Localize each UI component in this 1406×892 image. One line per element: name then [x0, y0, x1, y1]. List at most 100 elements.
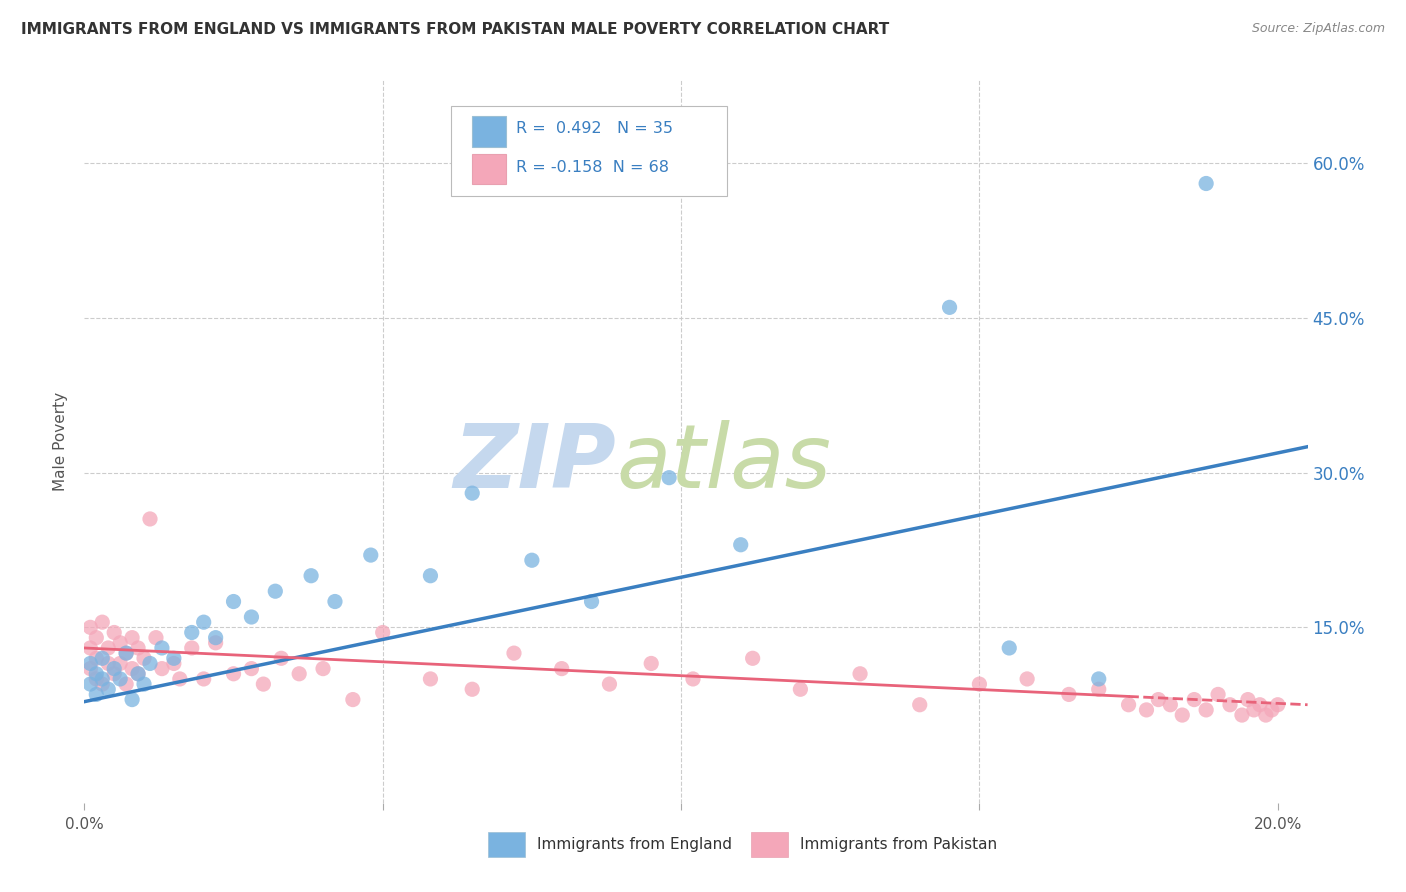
- Point: [91, 651, 114, 665]
- Point: [127, 640, 149, 655]
- Point: [730, 538, 752, 552]
- Bar: [472, 116, 506, 146]
- Point: [84, 672, 107, 686]
- Point: [115, 646, 138, 660]
- Point: [91, 615, 114, 630]
- Point: [91, 677, 114, 691]
- Point: [97, 657, 120, 671]
- Point: [108, 672, 131, 686]
- Point: [97, 640, 120, 655]
- Point: [240, 610, 263, 624]
- Bar: [472, 153, 506, 184]
- Point: [108, 636, 131, 650]
- Point: [1087, 672, 1109, 686]
- Point: [91, 672, 114, 686]
- Point: [461, 682, 484, 697]
- Point: [419, 672, 441, 686]
- Point: [222, 594, 245, 608]
- Point: [84, 631, 107, 645]
- Point: [163, 657, 186, 671]
- Point: [1230, 708, 1253, 723]
- Point: [288, 666, 311, 681]
- Point: [79, 662, 101, 676]
- Point: [1267, 698, 1289, 712]
- Point: [1195, 703, 1218, 717]
- Point: [1057, 687, 1080, 701]
- Point: [998, 640, 1021, 655]
- Point: [97, 682, 120, 697]
- Text: R =  0.492   N = 35: R = 0.492 N = 35: [516, 120, 673, 136]
- Point: [150, 662, 173, 676]
- Point: [1243, 703, 1265, 717]
- Point: [79, 677, 101, 691]
- Point: [103, 662, 125, 676]
- Point: [598, 677, 620, 691]
- Text: IMMIGRANTS FROM ENGLAND VS IMMIGRANTS FROM PAKISTAN MALE POVERTY CORRELATION CHA: IMMIGRANTS FROM ENGLAND VS IMMIGRANTS FR…: [21, 22, 890, 37]
- Point: [180, 640, 202, 655]
- Point: [252, 677, 274, 691]
- Point: [849, 666, 872, 681]
- Point: [121, 692, 143, 706]
- Point: [658, 471, 681, 485]
- Y-axis label: Male Poverty: Male Poverty: [53, 392, 69, 491]
- Point: [969, 677, 991, 691]
- Point: [84, 666, 107, 681]
- Point: [121, 662, 143, 676]
- Point: [1254, 708, 1277, 723]
- Point: [503, 646, 526, 660]
- Point: [640, 657, 662, 671]
- Point: [139, 657, 162, 671]
- Point: [127, 666, 149, 681]
- Point: [79, 620, 101, 634]
- Point: [419, 568, 441, 582]
- Point: [139, 512, 162, 526]
- Text: ZIP: ZIP: [454, 420, 616, 507]
- Point: [323, 594, 346, 608]
- Point: [145, 631, 167, 645]
- Point: [264, 584, 287, 599]
- Point: [551, 662, 574, 676]
- Point: [103, 666, 125, 681]
- Point: [115, 677, 138, 691]
- Point: [79, 640, 101, 655]
- Point: [1171, 708, 1194, 723]
- Point: [180, 625, 202, 640]
- Point: [360, 548, 382, 562]
- Point: [1182, 692, 1205, 706]
- Point: [1195, 177, 1218, 191]
- Text: atlas: atlas: [616, 420, 831, 507]
- Text: Immigrants from Pakistan: Immigrants from Pakistan: [800, 837, 997, 852]
- Point: [163, 651, 186, 665]
- Point: [1249, 698, 1271, 712]
- Point: [581, 594, 603, 608]
- Point: [1219, 698, 1241, 712]
- Point: [108, 657, 131, 671]
- Point: [789, 682, 811, 697]
- Point: [371, 625, 394, 640]
- Point: [240, 662, 263, 676]
- Point: [1206, 687, 1229, 701]
- Text: Source: ZipAtlas.com: Source: ZipAtlas.com: [1251, 22, 1385, 36]
- Point: [169, 672, 191, 686]
- Point: [1017, 672, 1039, 686]
- Bar: [751, 831, 787, 857]
- Text: Immigrants from England: Immigrants from England: [537, 837, 733, 852]
- Bar: [488, 831, 524, 857]
- Point: [132, 651, 155, 665]
- Point: [270, 651, 292, 665]
- Point: [682, 672, 704, 686]
- Point: [1147, 692, 1170, 706]
- Point: [520, 553, 543, 567]
- Point: [204, 636, 226, 650]
- FancyBboxPatch shape: [451, 105, 727, 196]
- Point: [84, 687, 107, 701]
- Point: [193, 615, 215, 630]
- Point: [342, 692, 364, 706]
- Point: [121, 631, 143, 645]
- Point: [312, 662, 335, 676]
- Point: [1118, 698, 1140, 712]
- Point: [1237, 692, 1260, 706]
- Point: [103, 625, 125, 640]
- Text: R = -0.158  N = 68: R = -0.158 N = 68: [516, 160, 669, 175]
- Point: [908, 698, 931, 712]
